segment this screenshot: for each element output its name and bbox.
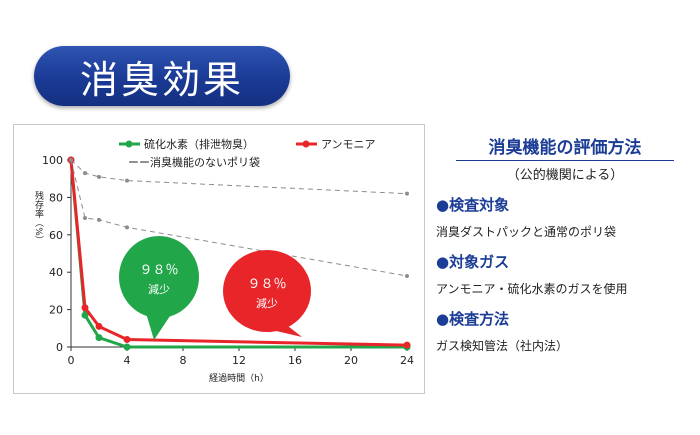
data-point [83, 215, 87, 220]
callout-bubble [223, 250, 311, 332]
legend-label-dashed: ーー消臭機能のないポリ袋 [128, 155, 260, 169]
section-body-target: 消臭ダストパックと通常のポリ袋 [436, 225, 617, 239]
data-point [123, 336, 131, 344]
callout-value: ９８％ [139, 263, 178, 278]
legend-label-1: アンモニア [321, 138, 376, 151]
data-point [81, 304, 89, 312]
legend-swatch-marker [302, 140, 310, 148]
y-tick-label: 0 [56, 341, 63, 354]
y-tick-label: 100 [42, 154, 63, 167]
callout-bubble [119, 236, 199, 318]
y-tick-label: 20 [49, 304, 63, 317]
title-banner: 消臭効果 [34, 46, 290, 106]
data-point [405, 273, 409, 278]
y-tick-label: 60 [49, 229, 63, 242]
data-point [95, 322, 103, 330]
x-tick-label: 20 [344, 354, 358, 367]
evaluation-title: 消臭機能の評価方法 [488, 138, 642, 158]
section-body-gas: アンモニア・硫化水素のガスを使用 [436, 282, 628, 296]
callout-value: ９８％ [247, 277, 286, 292]
data-point [125, 225, 129, 230]
data-point [69, 158, 73, 162]
data-point [83, 171, 87, 176]
evaluation-panel: 消臭機能の評価方法 （公的機関による） ●検査対象 消臭ダストパックと通常のポリ… [436, 126, 694, 354]
callout-label: 減少 [148, 282, 170, 296]
data-point [125, 178, 129, 183]
y-tick-label: 80 [49, 191, 63, 204]
series-line-2 [70, 159, 408, 195]
section-heading-target: ●検査対象 [436, 196, 510, 214]
x-tick-label: 0 [68, 354, 75, 367]
section-body-method: ガス検知管法（社内法） [436, 339, 569, 353]
x-tick-label: 12 [232, 354, 246, 367]
data-point [403, 341, 411, 349]
x-axis-label: 経過時間（h） [209, 372, 269, 384]
section-heading-method: ●検査方法 [436, 310, 510, 328]
legend-label-0: 硫化水素（排泄物臭） [144, 137, 254, 151]
x-tick-label: 24 [400, 354, 414, 367]
data-point [97, 174, 101, 179]
x-tick-label: 8 [180, 354, 187, 367]
legend-swatch-marker [125, 140, 133, 148]
series-line-3 [70, 159, 408, 277]
title-underline [456, 160, 674, 161]
data-point [81, 311, 89, 319]
data-point [97, 217, 101, 222]
banner-title: 消臭効果 [79, 57, 244, 102]
data-point [405, 191, 409, 196]
x-tick-label: 16 [288, 354, 302, 367]
x-tick-label: 4 [124, 354, 131, 367]
callout-tail [146, 313, 172, 340]
data-point [123, 343, 131, 351]
section-heading-gas: ●対象ガス [436, 253, 510, 271]
callout-label: 減少 [256, 296, 278, 310]
data-point [95, 334, 103, 342]
evaluation-subtitle: （公的機関による） [506, 168, 624, 183]
y-tick-label: 40 [49, 266, 63, 279]
chart-panel: 0 20 40 60 80 100 0 4 8 12 16 20 24 経過時間（h） 残存率（%） 硫化水素… [13, 124, 425, 394]
chart: 0 20 40 60 80 100 0 4 8 12 16 20 24 経過時間（h） 残存率（%） 硫化水素… [33, 137, 414, 384]
y-axis-label: 残存率（%） [33, 190, 44, 245]
